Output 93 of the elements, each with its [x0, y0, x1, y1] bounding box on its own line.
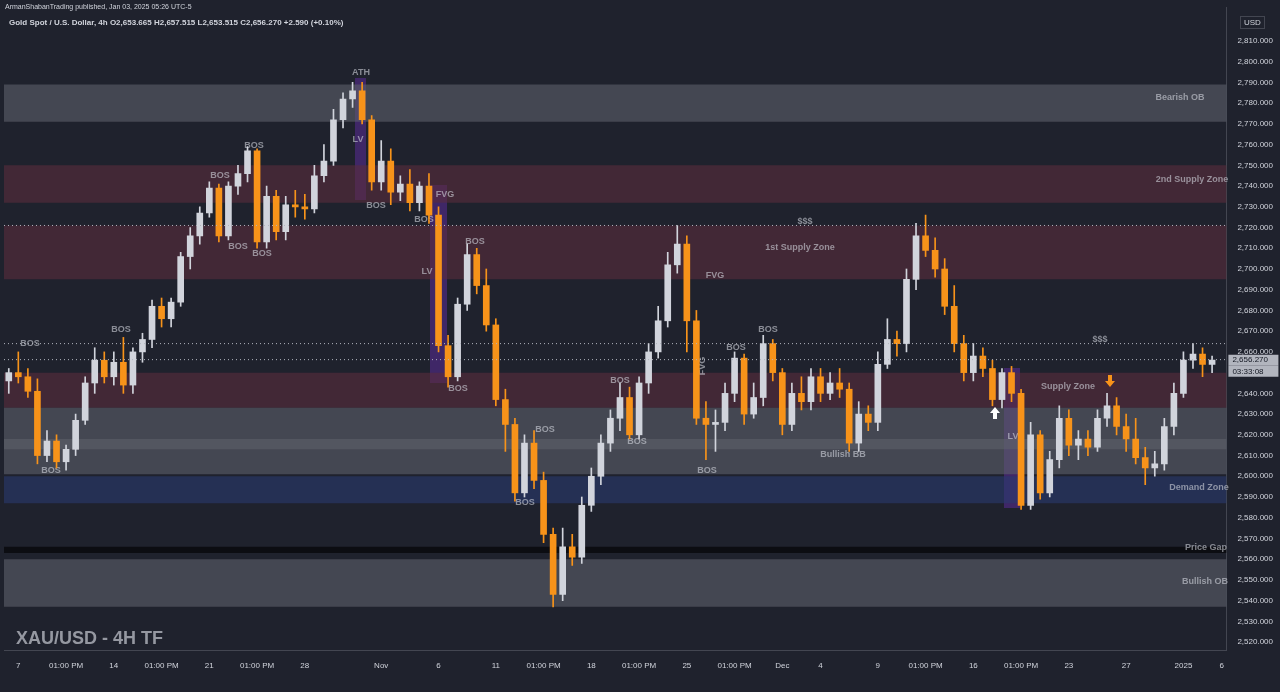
annotation: BOS — [228, 241, 248, 252]
annotation: Supply Zone — [1041, 381, 1095, 392]
x-tick-label: 18 — [586, 661, 597, 671]
y-tick-label: 2,760.000 — [1237, 139, 1274, 149]
x-tick-label: 01:00 PM — [48, 661, 84, 671]
y-tick-label: 2,520.000 — [1237, 637, 1274, 647]
y-tick-label: 2,680.000 — [1237, 305, 1274, 315]
annotation: BOS — [41, 465, 61, 476]
annotation: BOS — [448, 383, 468, 394]
y-tick-label: 2,740.000 — [1237, 181, 1274, 191]
annotation: BOS — [252, 248, 272, 259]
x-tick-label: 27 — [1121, 661, 1132, 671]
y-tick-label: 2,640.000 — [1237, 388, 1274, 398]
annotation: BOS — [515, 497, 535, 508]
y-tick-label: 2,720.000 — [1237, 222, 1274, 232]
x-tick-label: 9 — [875, 661, 881, 671]
x-tick-label: 11 — [491, 661, 501, 671]
x-tick-label: 01:00 PM — [1003, 661, 1039, 671]
x-tick-label: 01:00 PM — [144, 661, 180, 671]
x-tick-label: 21 — [204, 661, 215, 671]
y-tick-label: 2,630.000 — [1237, 409, 1274, 419]
x-tick-label: 6 — [1219, 661, 1225, 671]
x-tick-label: 7 — [16, 661, 22, 671]
y-tick-label: 2,660.000 — [1237, 347, 1274, 357]
annotation: BOS — [535, 424, 555, 435]
annotation: $$$ — [797, 216, 813, 227]
annotation: BOS — [244, 140, 264, 151]
text: 03:33:08 — [1232, 366, 1265, 376]
x-tick-label: 01:00 PM — [717, 661, 753, 671]
x-tick-label: Dec — [775, 661, 790, 671]
annotation: LV — [1007, 431, 1019, 442]
annotation: ATH — [352, 67, 370, 78]
annotation: Bullish OB — [1181, 576, 1229, 587]
y-tick-label: 2,580.000 — [1237, 512, 1274, 522]
x-tick-label: 01:00 PM — [621, 661, 657, 671]
annotation: LV — [421, 266, 433, 277]
annotation: BOS — [465, 236, 485, 247]
annotation: Bullish BB — [820, 449, 867, 460]
annotation: FVG — [435, 189, 455, 200]
text: XAU/USD - 4H TF — [16, 628, 164, 649]
annotation: BOS — [111, 324, 131, 335]
y-tick-label: 2,670.000 — [1237, 326, 1274, 336]
x-tick-label: 25 — [682, 661, 692, 671]
annotation: FVG — [705, 270, 725, 281]
annotation: 1st Supply Zone — [765, 242, 835, 253]
x-tick-label: 14 — [109, 661, 119, 671]
x-tick-label: 16 — [968, 661, 979, 671]
x-tick-label: 01:00 PM — [526, 661, 562, 671]
y-tick-label: 2,690.000 — [1237, 284, 1274, 294]
y-tick-label: 2,770.000 — [1237, 119, 1274, 129]
y-tick-label: 2,600.000 — [1237, 471, 1274, 481]
x-tick-label: 4 — [818, 661, 824, 671]
annotation: LV — [352, 134, 364, 145]
y-tick-label: 2,750.000 — [1237, 160, 1274, 170]
y-tick-label: 2,780.000 — [1237, 98, 1274, 108]
x-tick-label: 01:00 PM — [908, 661, 944, 671]
annotation: BOS — [726, 342, 746, 353]
annotation: 2nd Supply Zone — [1155, 174, 1229, 185]
x-tick-label: 01:00 PM — [239, 661, 275, 671]
y-tick-label: 2,810.000 — [1237, 36, 1274, 46]
x-tick-label: 2025 — [1174, 661, 1193, 671]
y-tick-label: 2,530.000 — [1237, 616, 1274, 626]
annotation: $$$ — [1092, 334, 1108, 345]
x-tick-label: 6 — [436, 661, 442, 671]
y-tick-label: 2,590.000 — [1237, 492, 1274, 502]
y-tick-label: 2,710.000 — [1237, 243, 1274, 253]
annotation: BOS — [366, 200, 386, 211]
annotation: Price Gap — [1184, 542, 1228, 553]
x-tick-label: Nov — [374, 661, 389, 671]
x-tick-label: 28 — [300, 661, 310, 671]
annotation: Demand Zone — [1169, 482, 1229, 493]
y-tick-label: 2,700.000 — [1237, 264, 1274, 274]
y-tick-label: 2,800.000 — [1237, 56, 1274, 66]
annotation: BOS — [758, 324, 778, 335]
y-axis-title: USD — [1240, 16, 1265, 29]
y-tick-label: 2,570.000 — [1237, 533, 1274, 543]
annotation: BOS — [20, 338, 40, 349]
y-tick-label: 2,790.000 — [1237, 77, 1274, 87]
text: Gold Spot / U.S. Dollar, 4h O2,653.665 H2,657.515 L2,653.515 C2,656.270 +2.590 (+0.10%) — [5, 16, 348, 29]
ref-line-label: 2,656.270 — [1232, 355, 1269, 365]
annotation: BOS — [627, 436, 647, 447]
x-tick-label: 23 — [1064, 661, 1074, 671]
annotation: Bearish OB — [1155, 92, 1205, 103]
y-tick-label: 2,730.000 — [1237, 202, 1274, 211]
y-tick-label: 2,560.000 — [1237, 554, 1274, 564]
y-tick-label: 2,610.000 — [1237, 450, 1274, 460]
y-tick-label: 2,540.000 — [1237, 595, 1274, 605]
annotation: FVG — [697, 356, 708, 376]
annotation: BOS — [610, 375, 630, 386]
y-tick-label: 2,620.000 — [1237, 430, 1274, 440]
annotation: BOS — [697, 465, 717, 476]
y-tick-label: 2,550.000 — [1237, 575, 1274, 585]
annotation: BOS — [210, 170, 230, 181]
